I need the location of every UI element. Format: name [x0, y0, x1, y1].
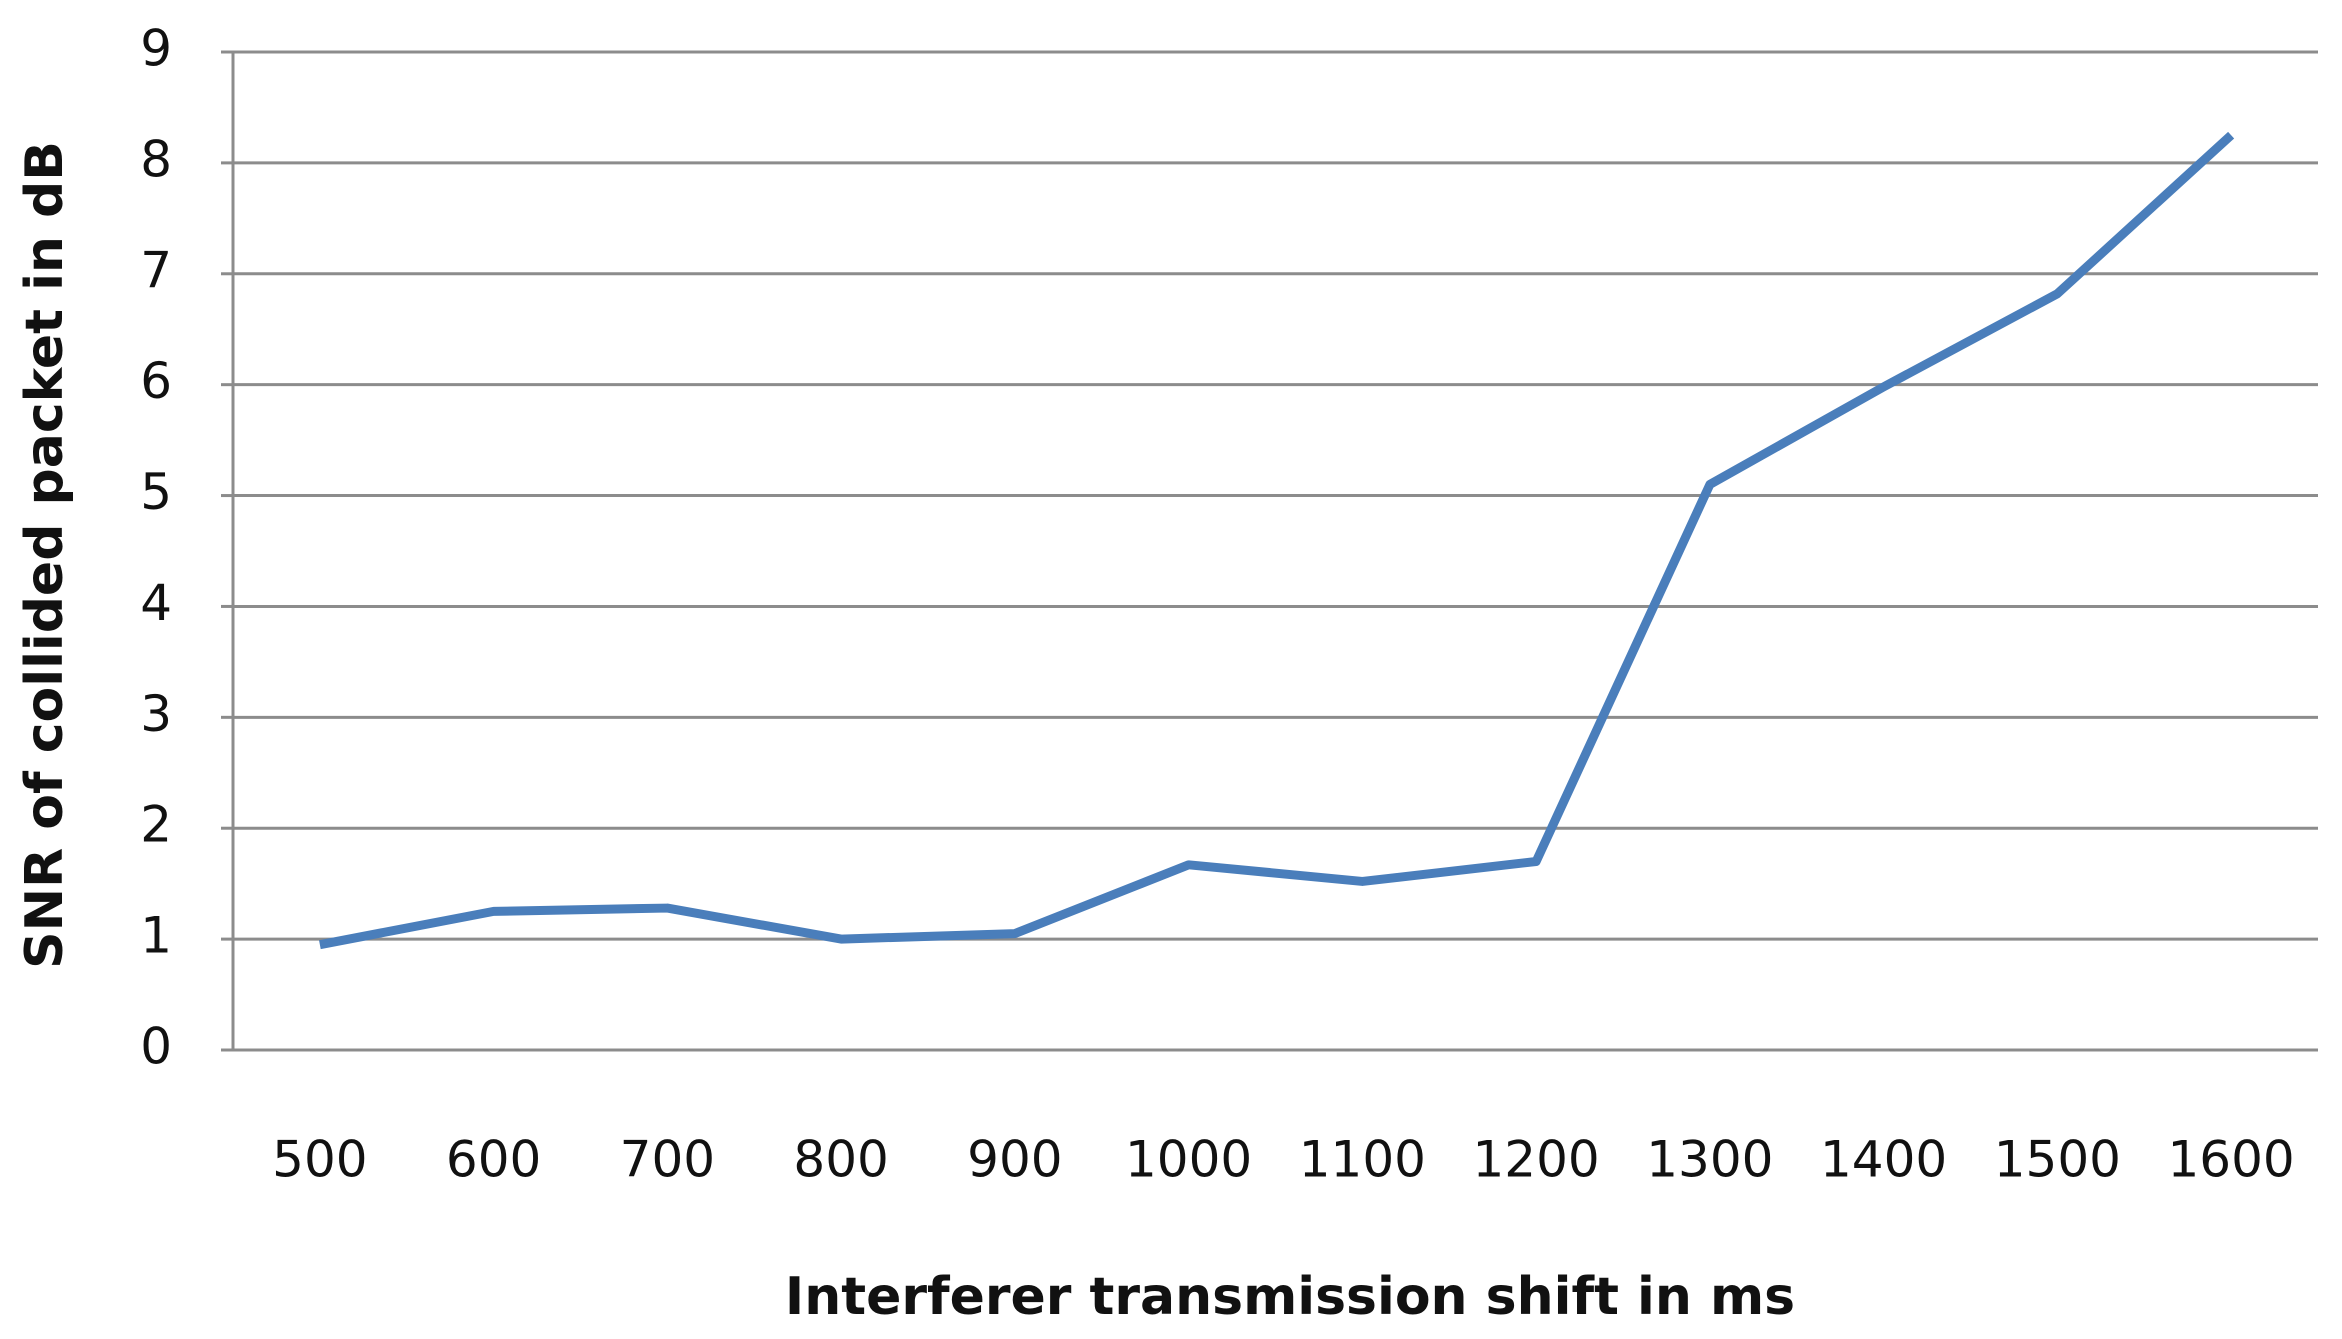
y-tick-label: 7 [140, 241, 172, 299]
x-tick-label: 1400 [1820, 1131, 1947, 1189]
y-tick-label: 1 [140, 907, 172, 965]
x-tick-label: 500 [272, 1131, 367, 1189]
x-tick-label: 1300 [1646, 1131, 1773, 1189]
x-tick-label: 1100 [1299, 1131, 1426, 1189]
x-tick-label: 700 [620, 1131, 715, 1189]
x-tick-label: 1500 [1994, 1131, 2121, 1189]
x-axis-title: Interferer transmission shift in ms [785, 1267, 1795, 1327]
x-tick-label: 900 [967, 1131, 1062, 1189]
y-tick-label: 3 [140, 685, 172, 743]
y-tick-label: 4 [140, 574, 172, 632]
y-tick-label: 8 [140, 130, 172, 188]
y-tick-label: 2 [140, 796, 172, 854]
y-tick-label: 6 [140, 352, 172, 410]
y-tick-label: 0 [140, 1018, 172, 1076]
x-tick-label: 600 [446, 1131, 541, 1189]
x-tick-label: 1600 [2168, 1131, 2295, 1189]
y-tick-label: 5 [140, 463, 172, 521]
x-tick-label: 1200 [1473, 1131, 1600, 1189]
y-axis-title: SNR of collided packet in dB [15, 141, 75, 969]
data-line [319, 131, 2235, 950]
y-tick-label: 9 [140, 20, 172, 78]
x-tick-label: 800 [793, 1131, 888, 1189]
x-tick-label: 1000 [1125, 1131, 1252, 1189]
